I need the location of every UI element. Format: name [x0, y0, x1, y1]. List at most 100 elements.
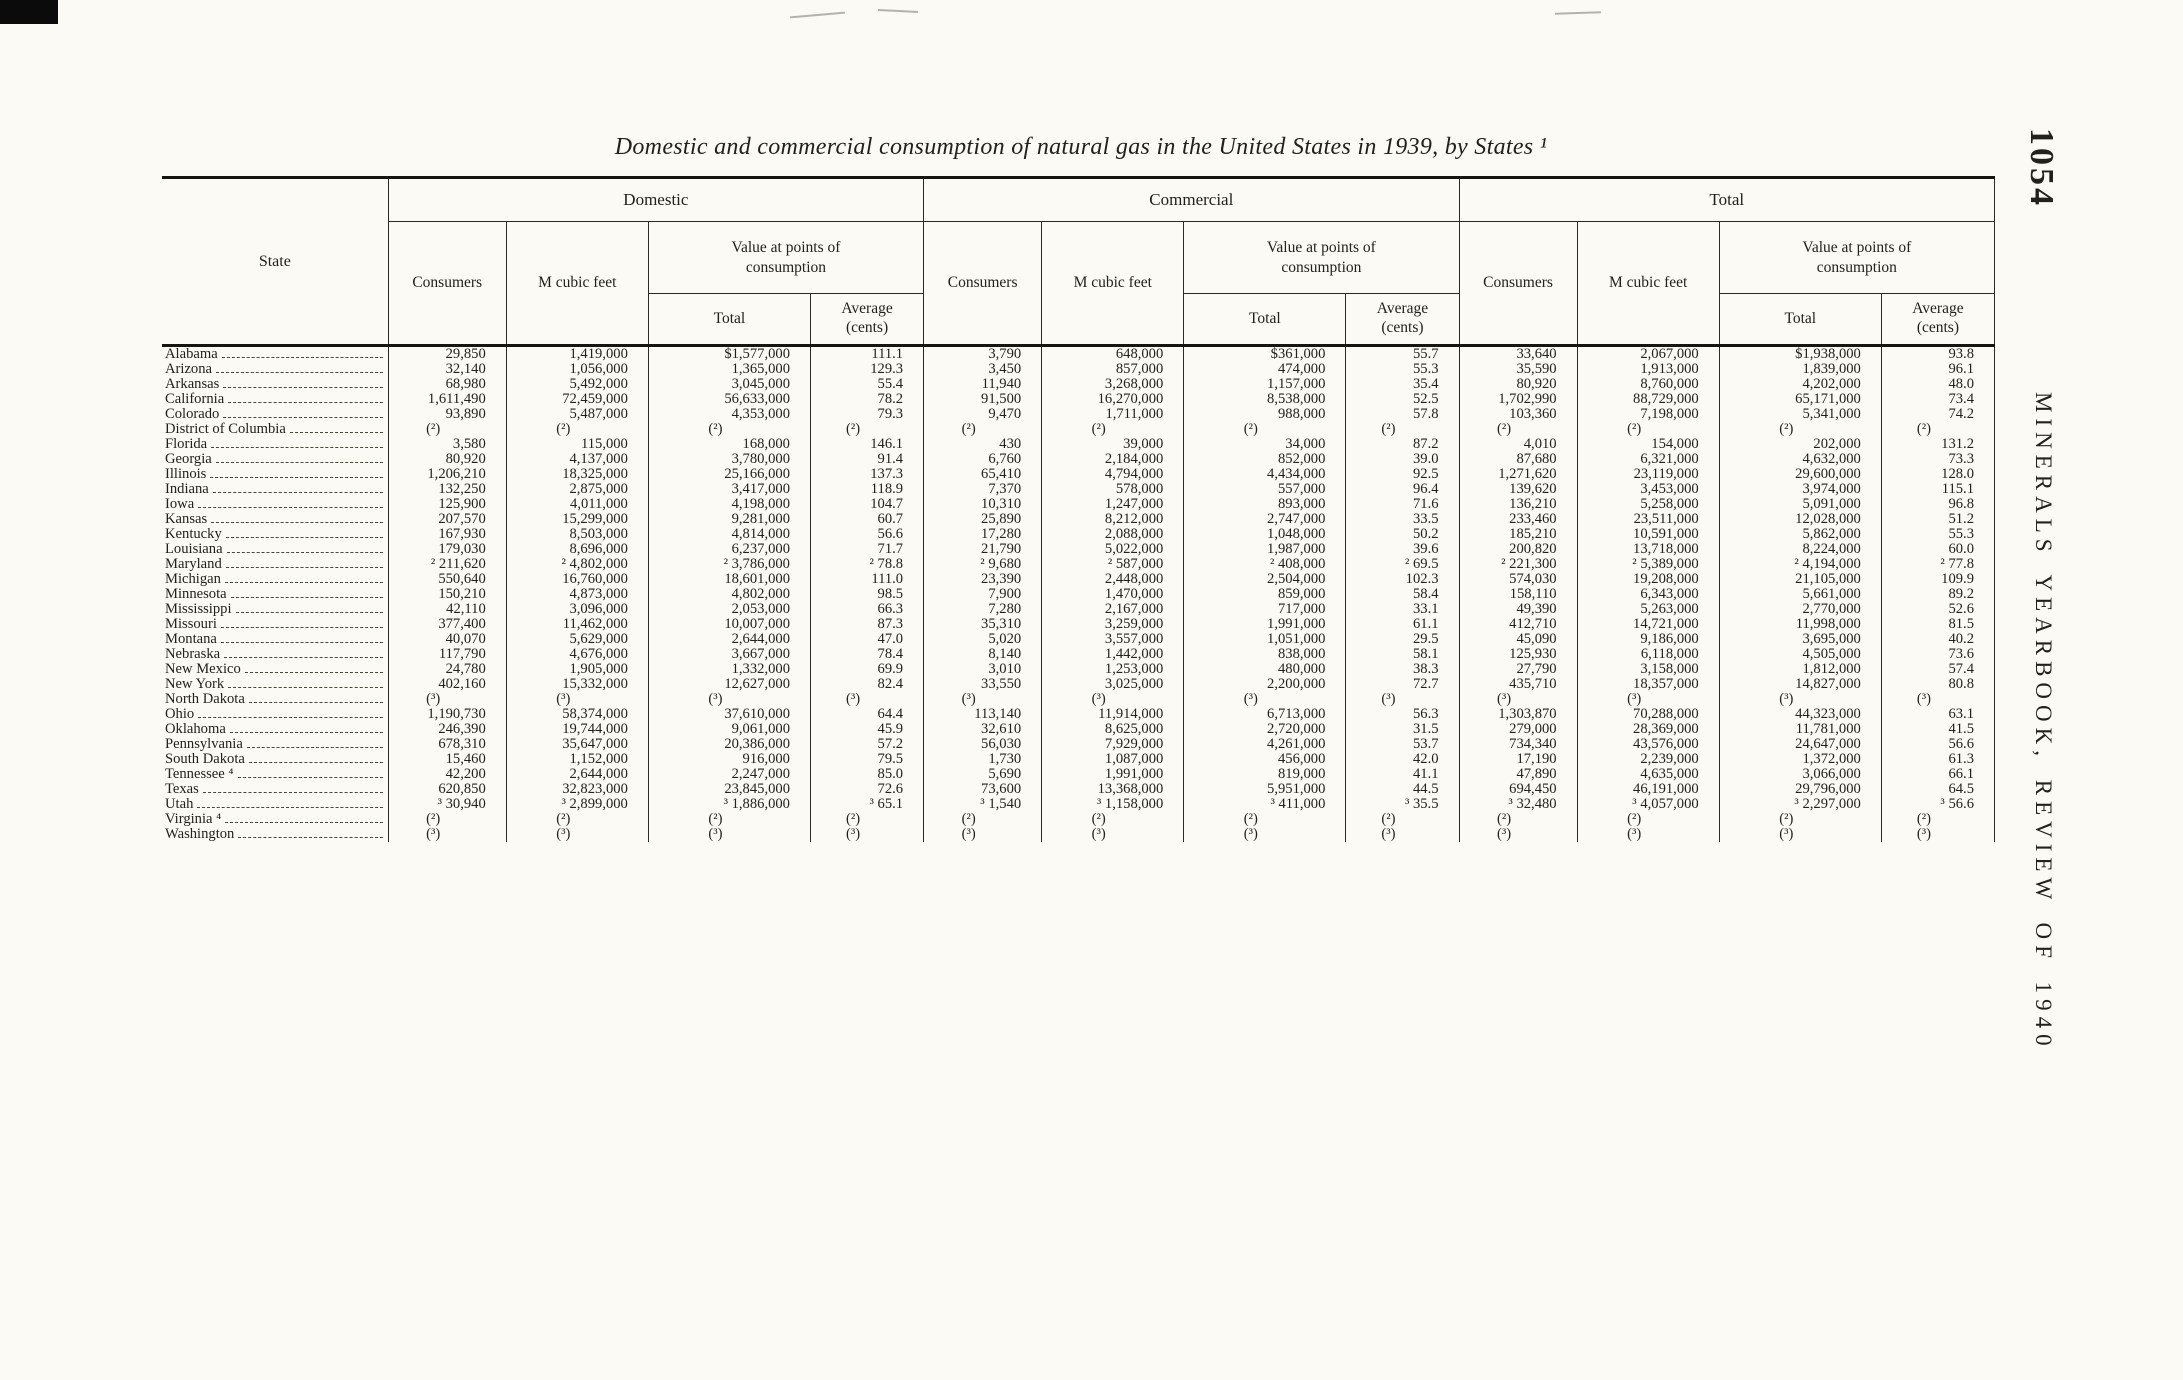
value-cell: 1,051,000	[1183, 632, 1346, 647]
leader-dashes	[225, 567, 383, 568]
value-cell: 1,206,210	[387, 467, 507, 482]
value-cell: 5,022,000	[1041, 542, 1184, 557]
state-name: North Dakota	[165, 692, 245, 707]
state-name-cell: New York	[162, 677, 388, 692]
value-cell: 60.0	[1880, 542, 1995, 557]
value-cell: 9,281,000	[647, 512, 811, 527]
value-cell: 412,710	[1458, 617, 1578, 632]
value-cell: 128.0	[1880, 467, 1995, 482]
value-cell: 4,802,000	[647, 587, 811, 602]
value-cell: ³ 30,940	[387, 797, 507, 812]
value-cell: 63.1	[1880, 707, 1995, 722]
value-cell: 620,850	[387, 782, 507, 797]
table-container: State Domestic Commercial Total Consumer…	[162, 176, 1995, 842]
leader-dashes	[229, 732, 383, 733]
average-cents-header: Average (cents)	[1345, 293, 1460, 347]
value-cell: 3,268,000	[1041, 377, 1184, 392]
value-cell: 3,417,000	[647, 482, 811, 497]
state-name: Florida	[165, 437, 208, 452]
table-row: Missouri 377,400 11,462,000 10,007,000 87.3 3…	[162, 617, 1995, 632]
value-cell: 1,812,000	[1718, 662, 1882, 677]
value-cell: 33,640	[1458, 345, 1578, 362]
value-cell: ² 5,389,000	[1576, 557, 1720, 572]
state-name-cell: New Mexico	[162, 662, 388, 677]
table-row: Colorado 93,890 5,487,000 4,353,000 79.3 9,47…	[162, 407, 1995, 422]
value-cell: 64.4	[809, 707, 924, 722]
value-cell: 57.8	[1345, 407, 1460, 422]
value-cell: 19,744,000	[505, 722, 649, 737]
value-cell: ³ 2,899,000	[505, 797, 649, 812]
value-cell: (³)	[1718, 692, 1882, 707]
value-cell: 88,729,000	[1576, 392, 1720, 407]
value-cell: 35.4	[1345, 377, 1460, 392]
value-cell: 456,000	[1183, 752, 1346, 767]
leader-dashes	[210, 477, 383, 478]
value-cell: 42,200	[387, 767, 507, 782]
value-cell: 27,790	[1458, 662, 1578, 677]
value-cell: (²)	[809, 422, 924, 437]
value-cell: 1,190,730	[387, 707, 507, 722]
value-cell: ³ 32,480	[1458, 797, 1578, 812]
value-cell: 55.3	[1345, 362, 1460, 377]
value-cell: 1,991,000	[1183, 617, 1346, 632]
value-cell: 35,647,000	[505, 737, 649, 752]
state-name: Louisiana	[165, 542, 223, 557]
value-cell: 80,920	[1458, 377, 1578, 392]
value-cell: 1,253,000	[1041, 662, 1184, 677]
consumers-header: Consumers	[923, 221, 1042, 347]
value-at-points-header: Value at points of consumption	[1183, 221, 1460, 294]
value-cell: 4,011,000	[505, 497, 649, 512]
scan-artifact	[1554, 11, 1602, 15]
value-cell: 1,991,000	[1041, 767, 1184, 782]
value-cell: 29.5	[1345, 632, 1460, 647]
value-cell: 139,620	[1458, 482, 1578, 497]
value-cell: 5,661,000	[1718, 587, 1882, 602]
total-header: Total	[647, 293, 811, 347]
value-cell: 31.5	[1345, 722, 1460, 737]
value-cell: 7,280	[923, 602, 1042, 617]
value-cell: 2,448,000	[1041, 572, 1184, 587]
state-name-cell: Missouri	[162, 617, 388, 632]
value-cell: 32,610	[923, 722, 1042, 737]
value-cell: 29,796,000	[1718, 782, 1882, 797]
value-cell: 115,000	[505, 437, 649, 452]
value-cell: (²)	[1345, 422, 1460, 437]
value-cell: 5,492,000	[505, 377, 649, 392]
value-cell: 52.5	[1345, 392, 1460, 407]
value-cell: 694,450	[1458, 782, 1578, 797]
value-cell: 2,167,000	[1041, 602, 1184, 617]
value-cell: 15,332,000	[505, 677, 649, 692]
value-cell: ² 77.8	[1880, 557, 1995, 572]
value-cell: 58.4	[1345, 587, 1460, 602]
value-cell: (³)	[1880, 827, 1995, 842]
value-cell: 852,000	[1183, 452, 1346, 467]
value-cell: 104.7	[809, 497, 924, 512]
average-cents-label: Average (cents)	[1912, 300, 1964, 336]
value-cell: 132,250	[387, 482, 507, 497]
value-cell: 96.8	[1880, 497, 1995, 512]
table-row: Alabama 29,850 1,419,000 $1,577,000 111.1 3,7…	[162, 345, 1995, 362]
value-cell: (²)	[647, 422, 811, 437]
value-cell: 11,914,000	[1041, 707, 1184, 722]
value-cell: 2,088,000	[1041, 527, 1184, 542]
value-cell: 4,353,000	[647, 407, 811, 422]
value-cell: 2,200,000	[1183, 677, 1346, 692]
scan-corner-artifact	[0, 0, 58, 24]
value-cell: (³)	[923, 827, 1042, 842]
state-name: Kentucky	[165, 527, 222, 542]
value-cell: 202,000	[1718, 437, 1882, 452]
value-cell: 2,053,000	[647, 602, 811, 617]
state-name-cell: Iowa	[162, 497, 388, 512]
value-cell: 1,048,000	[1183, 527, 1346, 542]
value-cell: 4,676,000	[505, 647, 649, 662]
value-cell: 9,061,000	[647, 722, 811, 737]
leader-dashes	[221, 357, 383, 358]
value-cell: 81.5	[1880, 617, 1995, 632]
leader-dashes	[223, 387, 383, 388]
value-cell: (³)	[1183, 827, 1346, 842]
value-cell: $1,938,000	[1718, 345, 1882, 362]
value-cell: 179,030	[387, 542, 507, 557]
state-name-cell: Kansas	[162, 512, 388, 527]
value-cell: 3,667,000	[647, 647, 811, 662]
state-name: Illinois	[165, 467, 207, 482]
